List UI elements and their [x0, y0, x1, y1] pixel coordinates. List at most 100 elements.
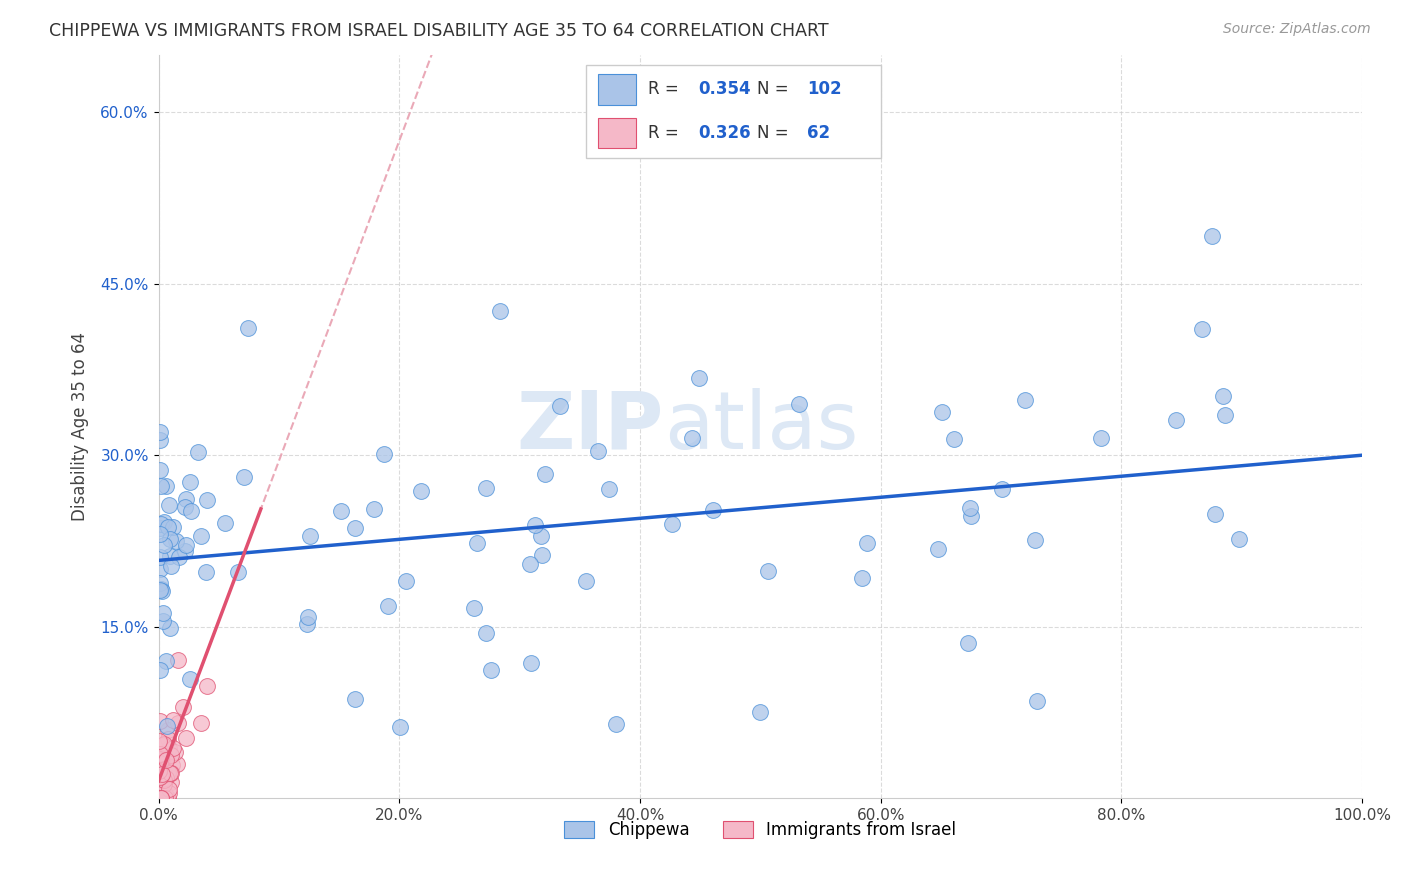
Point [150, 777, 173, 791]
Point [1024, 533, 1046, 548]
Point [149, 791, 172, 805]
Point [160, 766, 183, 780]
Point [174, 538, 197, 552]
Point [488, 304, 510, 318]
Point [150, 791, 173, 805]
Point [166, 653, 188, 667]
Point [588, 444, 610, 458]
Point [851, 571, 873, 585]
Point [957, 636, 980, 650]
Point [148, 764, 170, 779]
Point [1213, 409, 1236, 423]
Point [190, 715, 212, 730]
Point [534, 467, 557, 481]
Point [519, 558, 541, 572]
Point [149, 582, 172, 596]
Point [160, 758, 183, 772]
Point [756, 564, 779, 578]
Point [377, 599, 399, 613]
Point [688, 371, 710, 385]
Text: atlas: atlas [664, 388, 859, 466]
Point [749, 706, 772, 720]
Point [180, 504, 202, 518]
Point [149, 791, 172, 805]
Point [166, 715, 188, 730]
Point [475, 626, 498, 640]
Text: Source: ZipAtlas.com: Source: ZipAtlas.com [1223, 22, 1371, 37]
Point [187, 444, 209, 458]
Point [149, 517, 172, 532]
Point [155, 753, 177, 767]
Point [152, 614, 174, 628]
Point [174, 544, 197, 558]
Point [149, 463, 172, 477]
Point [991, 482, 1014, 496]
Point [149, 791, 172, 805]
Point [162, 713, 184, 727]
Point [609, 122, 631, 136]
Point [465, 535, 488, 549]
Point [1191, 321, 1213, 335]
Point [530, 529, 553, 543]
Point [232, 470, 254, 484]
Point [479, 663, 502, 677]
Point [598, 482, 620, 496]
Point [1201, 228, 1223, 243]
Point [162, 740, 184, 755]
Point [174, 491, 197, 506]
Point [153, 787, 176, 801]
Point [159, 621, 181, 635]
Point [156, 520, 179, 534]
Point [152, 738, 174, 752]
Point [156, 764, 179, 779]
Point [166, 756, 188, 771]
Point [1227, 532, 1250, 546]
Point [298, 529, 321, 543]
Point [661, 517, 683, 532]
Point [159, 549, 181, 563]
Point [155, 479, 177, 493]
Point [1026, 694, 1049, 708]
Point [150, 584, 173, 599]
Point [150, 791, 173, 805]
Point [149, 791, 172, 805]
Point [942, 432, 965, 446]
Point [149, 526, 172, 541]
Point [155, 771, 177, 785]
Point [149, 521, 172, 535]
Point [531, 548, 554, 562]
Point [343, 692, 366, 706]
Point [174, 731, 197, 745]
Point [152, 755, 174, 769]
Point [160, 747, 183, 762]
Point [163, 745, 186, 759]
Point [174, 500, 197, 514]
Point [162, 520, 184, 534]
Point [156, 732, 179, 747]
Point [159, 775, 181, 789]
Point [1090, 431, 1112, 445]
Point [179, 672, 201, 686]
Point [787, 397, 810, 411]
Point [149, 756, 172, 770]
Point [156, 719, 179, 733]
Point [519, 656, 541, 670]
Point [149, 582, 172, 597]
Point [149, 747, 172, 761]
Point [153, 763, 176, 777]
Point [959, 500, 981, 515]
Point [156, 766, 179, 780]
Point [148, 762, 170, 776]
Point [295, 616, 318, 631]
Point [681, 431, 703, 445]
Point [153, 538, 176, 552]
Point [389, 720, 412, 734]
Point [702, 502, 724, 516]
Point [159, 558, 181, 573]
Point [159, 765, 181, 780]
Point [463, 601, 485, 615]
Point [523, 518, 546, 533]
Point [343, 521, 366, 535]
Point [153, 773, 176, 788]
Point [195, 679, 218, 693]
